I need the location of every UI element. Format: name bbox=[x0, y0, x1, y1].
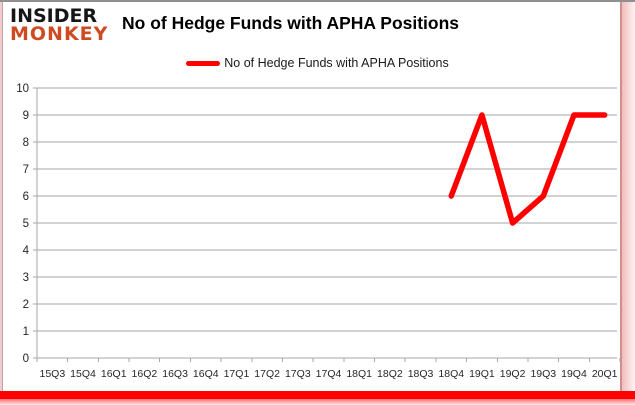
x-tick-label: 17Q1 bbox=[224, 368, 250, 380]
x-tick-label: 19Q1 bbox=[469, 368, 495, 380]
x-tick-label: 18Q3 bbox=[408, 368, 434, 380]
logo-line-1: INSIDER bbox=[10, 5, 98, 27]
frame-top-border bbox=[0, 0, 635, 2]
y-tick-label: 8 bbox=[23, 137, 29, 149]
bottom-red-bar bbox=[0, 391, 635, 399]
y-tick-label: 6 bbox=[23, 191, 29, 203]
legend-line-swatch bbox=[186, 60, 221, 66]
legend-label: No of Hedge Funds with APHA Positions bbox=[224, 56, 449, 70]
x-tick-label: 16Q2 bbox=[132, 368, 158, 380]
x-tick-label: 20Q1 bbox=[592, 368, 618, 380]
y-tick-label: 4 bbox=[23, 245, 30, 257]
x-tick-label: 17Q3 bbox=[285, 368, 311, 380]
series-line bbox=[448, 112, 608, 226]
y-tick-label: 5 bbox=[23, 218, 29, 230]
logo-line-2: MONKEY bbox=[10, 23, 109, 45]
y-tick-label: 0 bbox=[23, 353, 29, 365]
frame-left-border bbox=[2, 2, 3, 391]
frame-right-border bbox=[620, 2, 622, 391]
x-tick-label: 15Q4 bbox=[70, 368, 96, 380]
y-tick-label: 7 bbox=[23, 164, 29, 176]
x-tick-label: 16Q4 bbox=[193, 368, 219, 380]
y-tick-label: 2 bbox=[23, 299, 29, 311]
x-tick-label: 19Q2 bbox=[500, 368, 526, 380]
frame-left-glow bbox=[0, 2, 2, 391]
x-tick-label: 19Q4 bbox=[561, 368, 587, 380]
y-tick-label: 10 bbox=[16, 83, 29, 95]
x-tick-label: 16Q1 bbox=[101, 368, 127, 380]
x-tick-label: 17Q4 bbox=[316, 368, 342, 380]
x-tick-label: 18Q4 bbox=[438, 368, 464, 380]
x-tick-label: 16Q3 bbox=[162, 368, 188, 380]
frame-right-glow bbox=[622, 2, 635, 391]
x-tick-label: 18Q1 bbox=[346, 368, 372, 380]
x-tick-label: 19Q3 bbox=[530, 368, 556, 380]
chart-title: No of Hedge Funds with APHA Positions bbox=[122, 13, 460, 33]
x-tick-label: 15Q3 bbox=[39, 368, 65, 380]
y-tick-label: 3 bbox=[23, 272, 29, 284]
x-tick-label: 18Q2 bbox=[377, 368, 403, 380]
bottom-red-fade bbox=[0, 399, 635, 405]
y-tick-label: 1 bbox=[23, 326, 29, 338]
y-tick-label: 9 bbox=[23, 110, 29, 122]
x-tick-label: 17Q2 bbox=[254, 368, 280, 380]
legend: No of Hedge Funds with APHA Positions bbox=[0, 56, 635, 70]
insider-monkey-logo: INSIDER MONKEY bbox=[10, 5, 109, 45]
